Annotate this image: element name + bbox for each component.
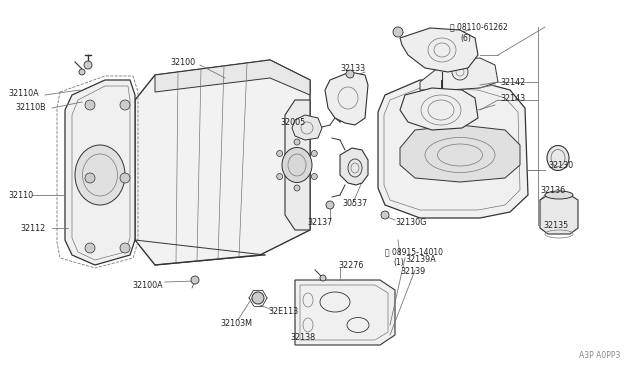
Circle shape [85, 173, 95, 183]
Text: 32005: 32005 [280, 118, 305, 126]
Text: (1): (1) [393, 257, 404, 266]
Polygon shape [292, 115, 322, 140]
Text: 32E113: 32E113 [268, 308, 298, 317]
Circle shape [85, 100, 95, 110]
Text: 32139A: 32139A [405, 256, 436, 264]
Ellipse shape [545, 191, 573, 199]
Circle shape [294, 139, 300, 145]
Text: 32137: 32137 [307, 218, 332, 227]
Polygon shape [540, 195, 578, 234]
Text: A3P A0PP3: A3P A0PP3 [579, 351, 620, 360]
Circle shape [120, 100, 130, 110]
Circle shape [311, 173, 317, 180]
Text: 30537: 30537 [342, 199, 367, 208]
Text: 32138: 32138 [290, 334, 315, 343]
Polygon shape [295, 280, 395, 345]
Polygon shape [135, 60, 310, 265]
Polygon shape [400, 125, 520, 182]
Text: 32142: 32142 [500, 77, 525, 87]
Text: 32110A: 32110A [8, 89, 38, 97]
Text: 32136: 32136 [540, 186, 565, 195]
Circle shape [294, 185, 300, 191]
Circle shape [276, 151, 283, 157]
Circle shape [79, 69, 85, 75]
Text: 32100A: 32100A [132, 280, 163, 289]
Text: 32133: 32133 [340, 64, 365, 73]
Polygon shape [65, 80, 135, 265]
Polygon shape [285, 100, 310, 230]
Circle shape [381, 211, 389, 219]
Text: 32139: 32139 [400, 267, 425, 276]
Polygon shape [340, 148, 368, 185]
Polygon shape [400, 88, 478, 130]
Text: 32130G: 32130G [395, 218, 426, 227]
Text: Ⓥ 08915-14010: Ⓥ 08915-14010 [385, 247, 443, 257]
Circle shape [120, 173, 130, 183]
Text: 32110B: 32110B [15, 103, 45, 112]
Text: (6): (6) [460, 33, 471, 42]
Polygon shape [155, 60, 310, 95]
Circle shape [120, 243, 130, 253]
Text: 32135: 32135 [543, 221, 568, 230]
Text: 32100: 32100 [170, 58, 195, 67]
Ellipse shape [547, 145, 569, 170]
Circle shape [393, 27, 403, 37]
Polygon shape [378, 80, 528, 218]
Polygon shape [420, 58, 498, 90]
Circle shape [346, 70, 354, 78]
Ellipse shape [75, 145, 125, 205]
Text: 32130: 32130 [548, 160, 573, 170]
Circle shape [326, 201, 334, 209]
Circle shape [191, 276, 199, 284]
Circle shape [84, 61, 92, 69]
Text: Ⓑ 08110-61262: Ⓑ 08110-61262 [450, 22, 508, 32]
Ellipse shape [282, 148, 312, 183]
Circle shape [320, 275, 326, 281]
Polygon shape [400, 28, 478, 72]
Circle shape [252, 292, 264, 304]
Text: 32276: 32276 [338, 260, 364, 269]
Circle shape [276, 173, 283, 180]
Text: 32143: 32143 [500, 93, 525, 103]
Text: 32112: 32112 [20, 224, 45, 232]
Circle shape [85, 243, 95, 253]
Circle shape [311, 151, 317, 157]
Text: 32110: 32110 [8, 190, 33, 199]
Polygon shape [325, 72, 368, 125]
Text: 32103M: 32103M [220, 318, 252, 327]
